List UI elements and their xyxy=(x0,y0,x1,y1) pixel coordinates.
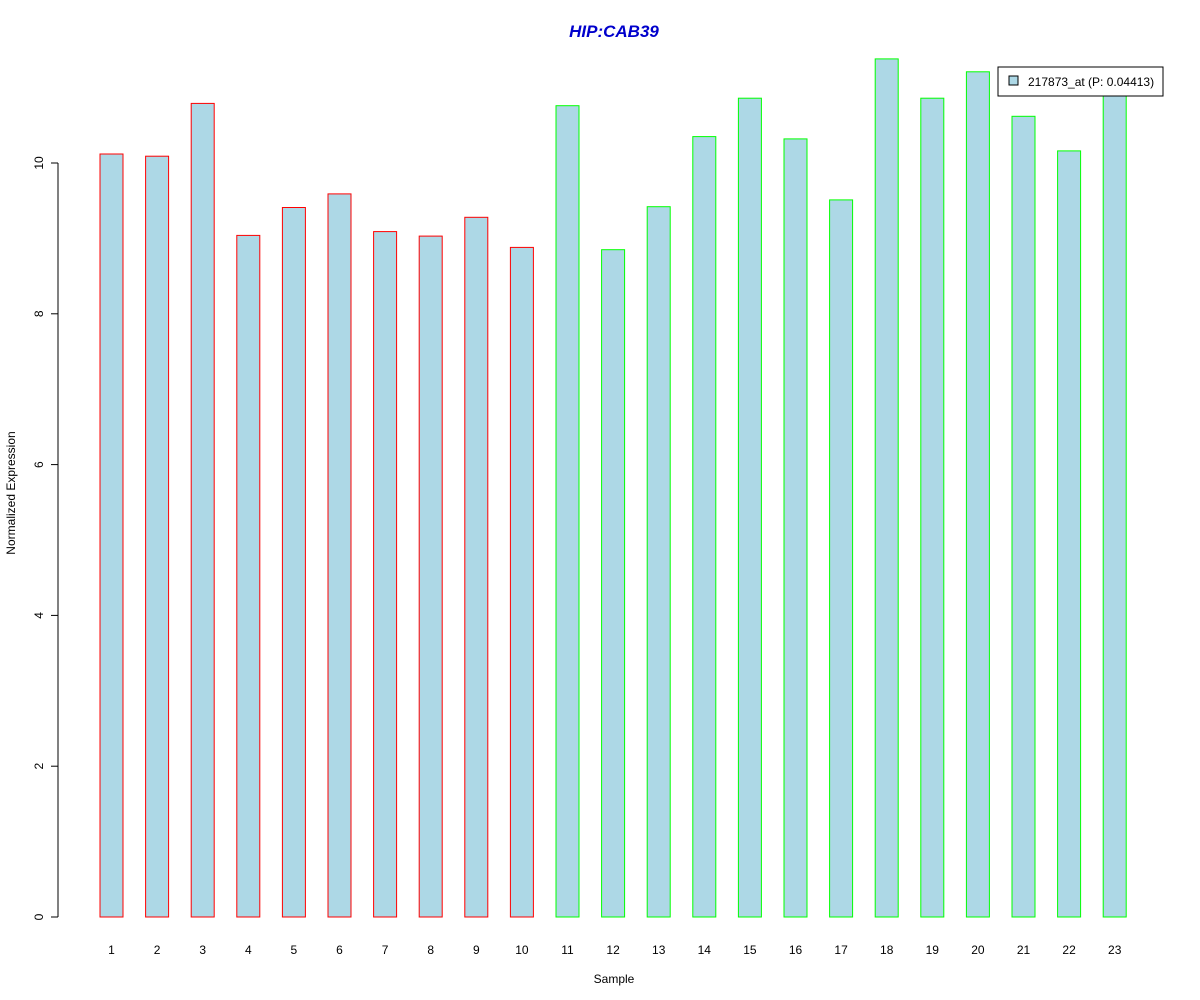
y-tick-label: 0 xyxy=(32,913,46,920)
x-tick-label: 13 xyxy=(652,943,666,957)
y-tick-label: 2 xyxy=(32,763,46,770)
x-tick-label: 16 xyxy=(789,943,803,957)
bar-sample-2 xyxy=(145,155,170,918)
bar-sample-17 xyxy=(829,199,854,918)
bar-sample-12 xyxy=(601,249,626,918)
x-tick-label: 3 xyxy=(199,943,206,957)
x-tick-label: 20 xyxy=(971,943,985,957)
x-tick-label: 12 xyxy=(606,943,620,957)
x-tick-label: 10 xyxy=(515,943,529,957)
legend: 217873_at (P: 0.04413) xyxy=(997,66,1164,97)
bar-sample-1 xyxy=(99,153,124,918)
bar-sample-21 xyxy=(1011,115,1036,918)
bar-sample-8 xyxy=(418,235,443,918)
y-axis-label: Normalized Expression xyxy=(4,431,18,554)
bar-sample-4 xyxy=(236,234,261,918)
x-tick-label: 4 xyxy=(245,943,252,957)
y-tick-label: 10 xyxy=(32,156,46,170)
x-tick-label: 22 xyxy=(1062,943,1076,957)
x-tick-label: 5 xyxy=(291,943,298,957)
y-tick-label: 4 xyxy=(32,612,46,619)
bar-sample-19 xyxy=(920,97,945,918)
x-tick-label: 14 xyxy=(698,943,712,957)
bar-sample-3 xyxy=(190,102,215,918)
bar-sample-10 xyxy=(509,246,534,918)
legend-swatch xyxy=(1008,75,1019,86)
x-tick-label: 17 xyxy=(834,943,848,957)
bar-sample-15 xyxy=(737,97,762,918)
y-axis: 0 2 4 6 8 10 xyxy=(32,156,59,920)
x-tick-label: 11 xyxy=(561,943,574,957)
bar-sample-18 xyxy=(874,58,899,918)
bar-sample-13 xyxy=(646,206,671,918)
x-tick-label: 9 xyxy=(473,943,480,957)
x-tick-label: 15 xyxy=(743,943,757,957)
x-axis-label: Sample xyxy=(594,972,635,986)
bar-sample-11 xyxy=(555,105,580,918)
bar-sample-16 xyxy=(783,138,808,918)
legend-box xyxy=(997,66,1164,97)
bar-sample-22 xyxy=(1057,150,1082,918)
bar-sample-14 xyxy=(692,136,717,918)
bars-group xyxy=(99,58,1127,918)
x-tick-label: 7 xyxy=(382,943,389,957)
x-tick-label: 23 xyxy=(1108,943,1122,957)
x-tick-label: 21 xyxy=(1017,943,1031,957)
x-tick-label: 1 xyxy=(108,943,115,957)
x-tick-label: 19 xyxy=(926,943,940,957)
x-tick-label: 8 xyxy=(427,943,434,957)
x-tick-labels: 1 2 3 4 5 6 7 8 9 10 11 12 13 14 15 16 17 18 19 20 21 22 23 xyxy=(108,943,1122,957)
x-tick-label: 6 xyxy=(336,943,343,957)
legend-label: 217873_at (P: 0.04413) xyxy=(1028,75,1154,89)
bar-sample-9 xyxy=(464,216,489,918)
y-tick-label: 8 xyxy=(32,310,46,317)
chart-title: HIP:CAB39 xyxy=(569,22,659,41)
x-tick-label: 18 xyxy=(880,943,894,957)
x-tick-label: 2 xyxy=(154,943,161,957)
y-tick-label: 6 xyxy=(32,461,46,468)
bar-sample-7 xyxy=(373,231,398,918)
bar-sample-6 xyxy=(327,193,352,918)
bar-sample-5 xyxy=(281,207,306,918)
bar-sample-20 xyxy=(965,71,990,918)
bar-sample-23 xyxy=(1102,90,1127,918)
